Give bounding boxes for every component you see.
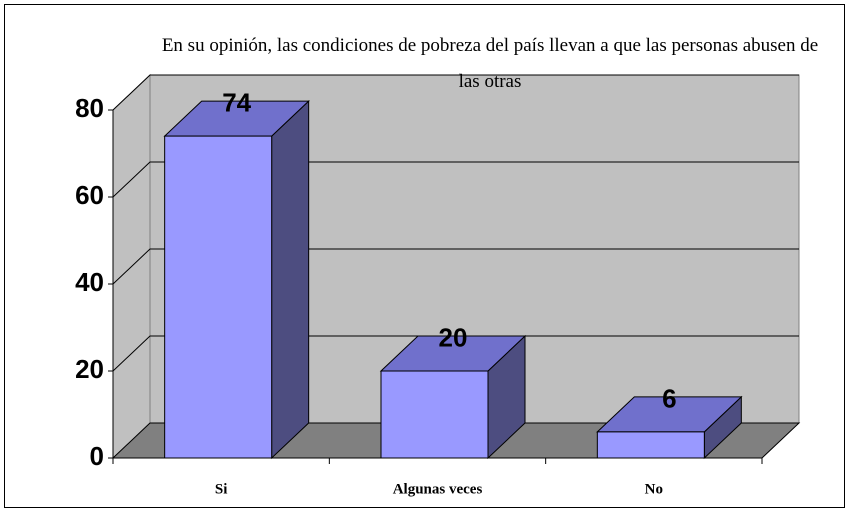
value-label: 20 bbox=[439, 322, 468, 352]
y-tick-label: 80 bbox=[75, 93, 104, 123]
y-tick-label: 20 bbox=[75, 354, 104, 384]
y-tick-label: 40 bbox=[75, 267, 104, 297]
x-tick-label: Algunas veces bbox=[393, 481, 483, 497]
grid-line bbox=[112, 335, 799, 372]
bar bbox=[596, 431, 705, 459]
y-tick-label: 60 bbox=[75, 180, 104, 210]
x-tick-label: Si bbox=[215, 481, 228, 497]
bar-side bbox=[271, 99, 310, 460]
grid-line bbox=[112, 248, 799, 285]
value-label: 6 bbox=[662, 383, 676, 413]
x-tick-label: No bbox=[645, 481, 663, 497]
chart-title: En su opinión, las condiciones de pobrez… bbox=[161, 35, 819, 92]
bar bbox=[164, 135, 273, 459]
value-label: 74 bbox=[222, 87, 251, 117]
grid-line bbox=[112, 161, 799, 198]
y-tick-label: 0 bbox=[90, 441, 104, 471]
grid-line bbox=[112, 74, 799, 111]
bar bbox=[380, 370, 489, 459]
